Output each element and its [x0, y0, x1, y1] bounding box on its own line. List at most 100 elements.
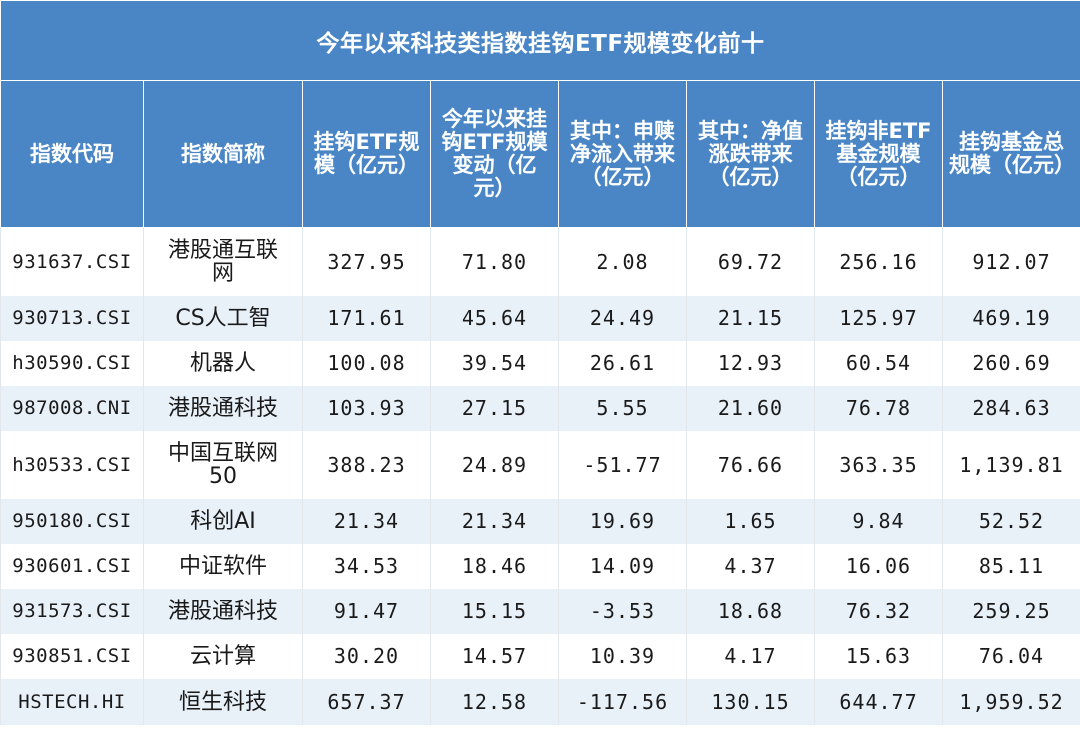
cell-etf-size: 100.08 — [302, 341, 431, 386]
cell-ytd-change: 14.57 — [430, 634, 559, 679]
cell-etf-size: 91.47 — [302, 589, 431, 634]
cell-nav-change: 1.65 — [686, 499, 815, 544]
cell-etf-size: 21.34 — [302, 499, 431, 544]
cell-non-etf-size: 363.35 — [814, 431, 943, 499]
cell-non-etf-size: 76.32 — [814, 589, 943, 634]
table-row: h30590.CSI 机器人 100.08 39.54 26.61 12.93 … — [0, 341, 1080, 386]
header-index-code: 指数代码 — [0, 80, 144, 228]
cell-total-size: 1,959.52 — [942, 679, 1080, 725]
table-row: 950180.CSI 科创AI 21.34 21.34 19.69 1.65 9… — [0, 499, 1080, 544]
cell-ytd-change: 18.46 — [430, 544, 559, 589]
cell-nav-change: 76.66 — [686, 431, 815, 499]
header-ytd-change: 今年以来挂钩ETF规模变动（亿元） — [430, 80, 559, 228]
cell-nav-change: 69.72 — [686, 227, 815, 296]
cell-index-name: 港股通科技 — [143, 589, 303, 634]
cell-non-etf-size: 15.63 — [814, 634, 943, 679]
cell-non-etf-size: 256.16 — [814, 227, 943, 296]
cell-ytd-change: 39.54 — [430, 341, 559, 386]
table-row: 987008.CNI 港股通科技 103.93 27.15 5.55 21.60… — [0, 386, 1080, 431]
table-row: HSTECH.HI 恒生科技 657.37 12.58 -117.56 130.… — [0, 679, 1080, 725]
table-row: h30533.CSI 中国互联网50 388.23 24.89 -51.77 7… — [0, 431, 1080, 499]
cell-total-size: 85.11 — [942, 544, 1080, 589]
header-nav-change: 其中：净值涨跌带来（亿元） — [686, 80, 815, 228]
cell-index-name: 中国互联网50 — [143, 431, 303, 499]
cell-nav-change: 21.60 — [686, 386, 815, 431]
cell-ytd-change: 21.34 — [430, 499, 559, 544]
cell-ytd-change: 27.15 — [430, 386, 559, 431]
cell-non-etf-size: 16.06 — [814, 544, 943, 589]
cell-index-name: 恒生科技 — [143, 679, 303, 725]
cell-non-etf-size: 60.54 — [814, 341, 943, 386]
cell-net-flow: 26.61 — [558, 341, 687, 386]
cell-total-size: 1,139.81 — [942, 431, 1080, 499]
cell-total-size: 469.19 — [942, 296, 1080, 341]
cell-nav-change: 130.15 — [686, 679, 815, 725]
cell-etf-size: 327.95 — [302, 227, 431, 296]
cell-index-name: 科创AI — [143, 499, 303, 544]
cell-total-size: 912.07 — [942, 227, 1080, 296]
cell-index-name: 中证软件 — [143, 544, 303, 589]
cell-non-etf-size: 644.77 — [814, 679, 943, 725]
header-row: 指数代码 指数简称 挂钩ETF规模（亿元） 今年以来挂钩ETF规模变动（亿元） … — [0, 80, 1080, 228]
cell-net-flow: 24.49 — [558, 296, 687, 341]
cell-index-name: CS人工智 — [143, 296, 303, 341]
cell-net-flow: -51.77 — [558, 431, 687, 499]
cell-index-code: 930601.CSI — [0, 544, 144, 589]
cell-nav-change: 4.37 — [686, 544, 815, 589]
cell-non-etf-size: 125.97 — [814, 296, 943, 341]
cell-etf-size: 30.20 — [302, 634, 431, 679]
cell-ytd-change: 24.89 — [430, 431, 559, 499]
cell-net-flow: -117.56 — [558, 679, 687, 725]
cell-index-code: 930851.CSI — [0, 634, 144, 679]
cell-ytd-change: 71.80 — [430, 227, 559, 296]
cell-nav-change: 12.93 — [686, 341, 815, 386]
cell-non-etf-size: 9.84 — [814, 499, 943, 544]
cell-total-size: 259.25 — [942, 589, 1080, 634]
header-index-name: 指数简称 — [143, 80, 303, 228]
cell-etf-size: 103.93 — [302, 386, 431, 431]
cell-ytd-change: 15.15 — [430, 589, 559, 634]
cell-nav-change: 21.15 — [686, 296, 815, 341]
cell-net-flow: -3.53 — [558, 589, 687, 634]
cell-net-flow: 19.69 — [558, 499, 687, 544]
cell-ytd-change: 45.64 — [430, 296, 559, 341]
cell-index-code: 987008.CNI — [0, 386, 144, 431]
cell-ytd-change: 12.58 — [430, 679, 559, 725]
cell-index-code: 931573.CSI — [0, 589, 144, 634]
cell-index-code: 930713.CSI — [0, 296, 144, 341]
cell-etf-size: 657.37 — [302, 679, 431, 725]
cell-index-name: 云计算 — [143, 634, 303, 679]
table-title: 今年以来科技类指数挂钩ETF规模变化前十 — [0, 0, 1080, 81]
cell-index-name: 港股通科技 — [143, 386, 303, 431]
cell-total-size: 284.63 — [942, 386, 1080, 431]
cell-non-etf-size: 76.78 — [814, 386, 943, 431]
cell-nav-change: 4.17 — [686, 634, 815, 679]
cell-total-size: 52.52 — [942, 499, 1080, 544]
cell-etf-size: 34.53 — [302, 544, 431, 589]
cell-etf-size: 171.61 — [302, 296, 431, 341]
cell-total-size: 260.69 — [942, 341, 1080, 386]
cell-etf-size: 388.23 — [302, 431, 431, 499]
cell-index-code: 931637.CSI — [0, 227, 144, 296]
header-etf-size: 挂钩ETF规模（亿元） — [302, 80, 431, 228]
cell-net-flow: 2.08 — [558, 227, 687, 296]
table-row: 931573.CSI 港股通科技 91.47 15.15 -3.53 18.68… — [0, 589, 1080, 634]
table-row: 931637.CSI 港股通互联网 327.95 71.80 2.08 69.7… — [0, 227, 1080, 296]
cell-net-flow: 10.39 — [558, 634, 687, 679]
cell-net-flow: 5.55 — [558, 386, 687, 431]
header-non-etf-size: 挂钩非ETF基金规模（亿元） — [814, 80, 943, 228]
table-row: 930851.CSI 云计算 30.20 14.57 10.39 4.17 15… — [0, 634, 1080, 679]
cell-index-name: 港股通互联网 — [143, 227, 303, 296]
cell-nav-change: 18.68 — [686, 589, 815, 634]
cell-index-code: h30533.CSI — [0, 431, 144, 499]
cell-net-flow: 14.09 — [558, 544, 687, 589]
table-row: 930713.CSI CS人工智 171.61 45.64 24.49 21.1… — [0, 296, 1080, 341]
header-net-flow: 其中：申赎净流入带来（亿元） — [558, 80, 687, 228]
header-total-size: 挂钩基金总规模（亿元） — [942, 80, 1080, 228]
cell-index-name: 机器人 — [143, 341, 303, 386]
table-row: 930601.CSI 中证软件 34.53 18.46 14.09 4.37 1… — [0, 544, 1080, 589]
cell-index-code: h30590.CSI — [0, 341, 144, 386]
cell-index-code: HSTECH.HI — [0, 679, 144, 725]
